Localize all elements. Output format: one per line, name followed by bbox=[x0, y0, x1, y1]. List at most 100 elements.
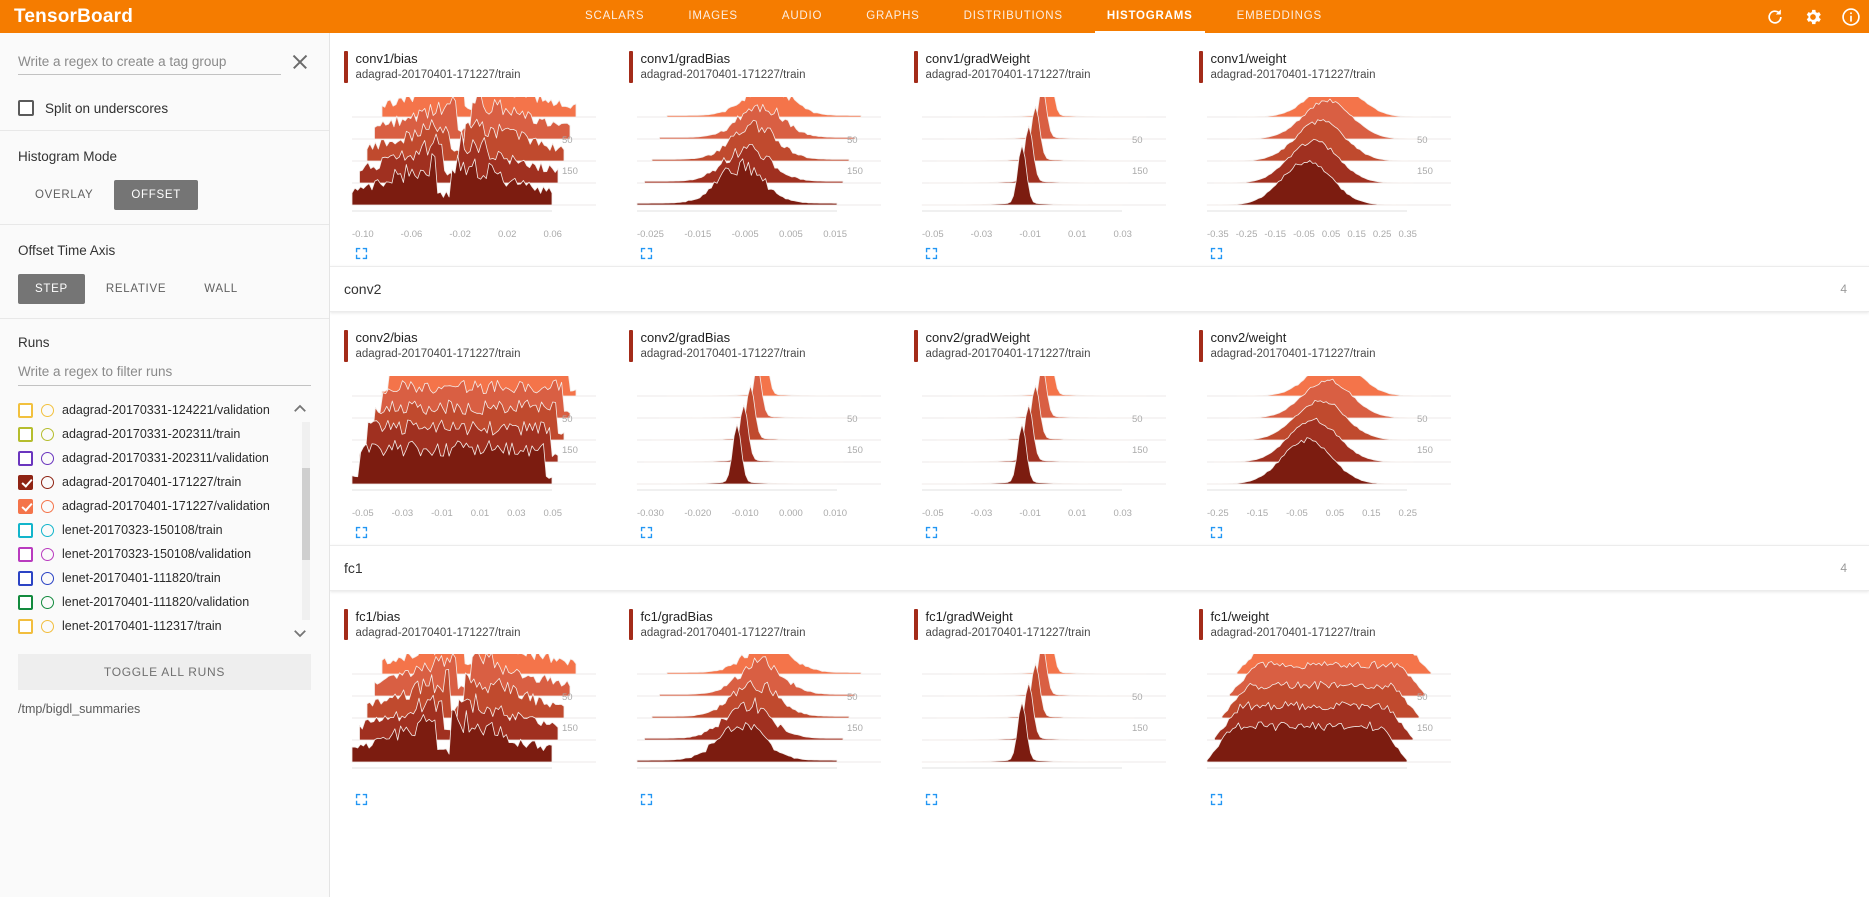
run-checkbox[interactable] bbox=[18, 570, 33, 586]
group-header-fc1[interactable]: fc1 4 bbox=[330, 544, 1869, 591]
chevron-up-icon[interactable] bbox=[291, 400, 309, 418]
expand-icon[interactable] bbox=[354, 792, 369, 807]
expand-button[interactable] bbox=[914, 519, 1199, 545]
expand-icon[interactable] bbox=[639, 792, 654, 807]
histogram-card[interactable]: conv2/gradBias adagrad-20170401-171227/tr… bbox=[629, 312, 914, 545]
run-checkbox[interactable] bbox=[18, 522, 33, 538]
sidebar: Split on underscores Histogram Mode OVER… bbox=[0, 33, 330, 897]
histogram-dashboard[interactable]: conv1/bias adagrad-20170401-171227/train 5… bbox=[330, 33, 1869, 897]
time-axis-relative-button[interactable]: RELATIVE bbox=[105, 283, 167, 295]
run-checkbox[interactable] bbox=[18, 498, 33, 514]
histogram-plot[interactable]: 50 150 bbox=[914, 654, 1176, 784]
run-list[interactable]: adagrad-20170331-124221/validation adagra… bbox=[18, 398, 311, 648]
histogram-plot[interactable]: 50 150 bbox=[914, 375, 1176, 506]
run-list-item[interactable]: adagrad-20170331-202311/validation bbox=[18, 446, 289, 470]
run-filter-input[interactable] bbox=[18, 362, 311, 386]
tab-audio[interactable]: AUDIO bbox=[781, 10, 823, 22]
expand-button[interactable] bbox=[344, 240, 629, 266]
histogram-plot[interactable]: 50 150 bbox=[914, 96, 1176, 227]
gear-icon[interactable] bbox=[1803, 7, 1823, 27]
expand-icon[interactable] bbox=[1209, 792, 1224, 807]
expand-icon[interactable] bbox=[924, 246, 939, 261]
histogram-mode-offset-button[interactable]: OFFSET bbox=[114, 180, 198, 210]
run-list-item[interactable]: lenet-20170323-150108/train bbox=[18, 518, 289, 542]
chevron-down-icon[interactable] bbox=[291, 624, 309, 642]
tab-graphs[interactable]: GRAPHS bbox=[866, 10, 920, 22]
expand-button[interactable] bbox=[629, 786, 914, 812]
histogram-plot[interactable]: 50 150 bbox=[344, 654, 606, 784]
run-list-item[interactable]: adagrad-20170401-171227/train bbox=[18, 470, 289, 494]
group-header-conv2[interactable]: conv2 4 bbox=[330, 265, 1869, 312]
histogram-card[interactable]: fc1/gradWeight adagrad-20170401-171227/tr… bbox=[914, 591, 1199, 813]
histogram-plot[interactable]: 50 150 bbox=[1199, 375, 1461, 506]
expand-button[interactable] bbox=[1199, 519, 1484, 545]
histogram-plot[interactable]: 50 150 bbox=[344, 375, 606, 506]
expand-button[interactable] bbox=[1199, 240, 1484, 266]
histogram-card[interactable]: fc1/weight adagrad-20170401-171227/train 5… bbox=[1199, 591, 1484, 813]
run-checkbox[interactable] bbox=[18, 594, 33, 610]
run-checkbox[interactable] bbox=[18, 402, 33, 418]
tab-histograms[interactable]: HISTOGRAMS bbox=[1085, 0, 1215, 33]
run-list-item[interactable]: adagrad-20170331-202311/train bbox=[18, 422, 289, 446]
histogram-card[interactable]: conv1/weight adagrad-20170401-171227/trai… bbox=[1199, 33, 1484, 266]
close-icon[interactable] bbox=[289, 51, 311, 73]
histogram-card[interactable]: conv2/bias adagrad-20170401-171227/train 5… bbox=[344, 312, 629, 545]
tab-distributions[interactable]: DISTRIBUTIONS bbox=[963, 10, 1063, 22]
histogram-plot[interactable]: 50 150 bbox=[629, 375, 891, 506]
expand-button[interactable] bbox=[914, 240, 1199, 266]
scrollbar-thumb[interactable] bbox=[302, 468, 310, 560]
split-on-underscores-row[interactable]: Split on underscores bbox=[18, 100, 311, 116]
expand-button[interactable] bbox=[629, 240, 914, 266]
histogram-card[interactable]: fc1/gradBias adagrad-20170401-171227/trai… bbox=[629, 591, 914, 813]
histogram-card[interactable]: conv1/gradWeight adagrad-20170401-171227/… bbox=[914, 33, 1199, 266]
expand-icon[interactable] bbox=[639, 246, 654, 261]
expand-icon[interactable] bbox=[1209, 525, 1224, 540]
run-list-item[interactable]: lenet-20170401-112317/train bbox=[18, 614, 289, 638]
histogram-plot[interactable]: 50 150 bbox=[1199, 96, 1461, 227]
histogram-card[interactable]: fc1/bias adagrad-20170401-171227/train 50 1… bbox=[344, 591, 629, 813]
run-checkbox[interactable] bbox=[18, 450, 33, 466]
info-icon[interactable] bbox=[1841, 7, 1861, 27]
run-list-item[interactable]: adagrad-20170331-124221/validation bbox=[18, 398, 289, 422]
tab-embeddings[interactable]: EMBEDDINGS bbox=[1236, 10, 1322, 22]
histogram-card[interactable]: conv1/bias adagrad-20170401-171227/train 5… bbox=[344, 33, 629, 266]
run-list-item[interactable]: lenet-20170323-150108/validation bbox=[18, 542, 289, 566]
run-checkbox[interactable] bbox=[18, 474, 33, 490]
histogram-card[interactable]: conv1/gradBias adagrad-20170401-171227/tr… bbox=[629, 33, 914, 266]
expand-button[interactable] bbox=[1199, 786, 1484, 812]
expand-icon[interactable] bbox=[354, 525, 369, 540]
run-checkbox[interactable] bbox=[18, 426, 33, 442]
expand-icon[interactable] bbox=[354, 246, 369, 261]
run-list-item[interactable]: adagrad-20170401-171227/validation bbox=[18, 494, 289, 518]
run-checkbox[interactable] bbox=[18, 546, 33, 562]
expand-button[interactable] bbox=[629, 519, 914, 545]
svg-text:150: 150 bbox=[1417, 723, 1433, 734]
run-list-item[interactable]: lenet-20170401-111820/train bbox=[18, 566, 289, 590]
expand-button[interactable] bbox=[344, 786, 629, 812]
histogram-plot[interactable]: 50 150 bbox=[1199, 654, 1461, 784]
tab-scalars[interactable]: SCALARS bbox=[585, 10, 645, 22]
refresh-icon[interactable] bbox=[1765, 7, 1785, 27]
histogram-mode-overlay-button[interactable]: OVERLAY bbox=[35, 189, 94, 201]
histogram-card[interactable]: conv2/weight adagrad-20170401-171227/trai… bbox=[1199, 312, 1484, 545]
x-tick-label: -0.25 bbox=[1235, 228, 1258, 240]
run-checkbox[interactable] bbox=[18, 618, 33, 634]
tab-images[interactable]: IMAGES bbox=[688, 10, 738, 22]
time-axis-step-button[interactable]: STEP bbox=[18, 274, 85, 304]
tag-regex-input[interactable] bbox=[18, 52, 281, 75]
time-axis-wall-button[interactable]: WALL bbox=[204, 283, 238, 295]
split-on-underscores-checkbox[interactable] bbox=[18, 100, 34, 116]
histogram-plot[interactable]: 50 150 bbox=[629, 96, 891, 227]
expand-icon[interactable] bbox=[1209, 246, 1224, 261]
expand-button[interactable] bbox=[914, 786, 1199, 812]
expand-button[interactable] bbox=[344, 519, 629, 545]
histogram-plot[interactable]: 50 150 bbox=[629, 654, 891, 784]
x-tick-label: 0.01 bbox=[1067, 228, 1087, 240]
histogram-card[interactable]: conv2/gradWeight adagrad-20170401-171227/… bbox=[914, 312, 1199, 545]
expand-icon[interactable] bbox=[924, 525, 939, 540]
toggle-all-runs-button[interactable]: TOGGLE ALL RUNS bbox=[18, 654, 311, 690]
histogram-plot[interactable]: 50 150 bbox=[344, 96, 606, 227]
run-list-item[interactable]: lenet-20170401-111820/validation bbox=[18, 590, 289, 614]
expand-icon[interactable] bbox=[639, 525, 654, 540]
expand-icon[interactable] bbox=[924, 792, 939, 807]
